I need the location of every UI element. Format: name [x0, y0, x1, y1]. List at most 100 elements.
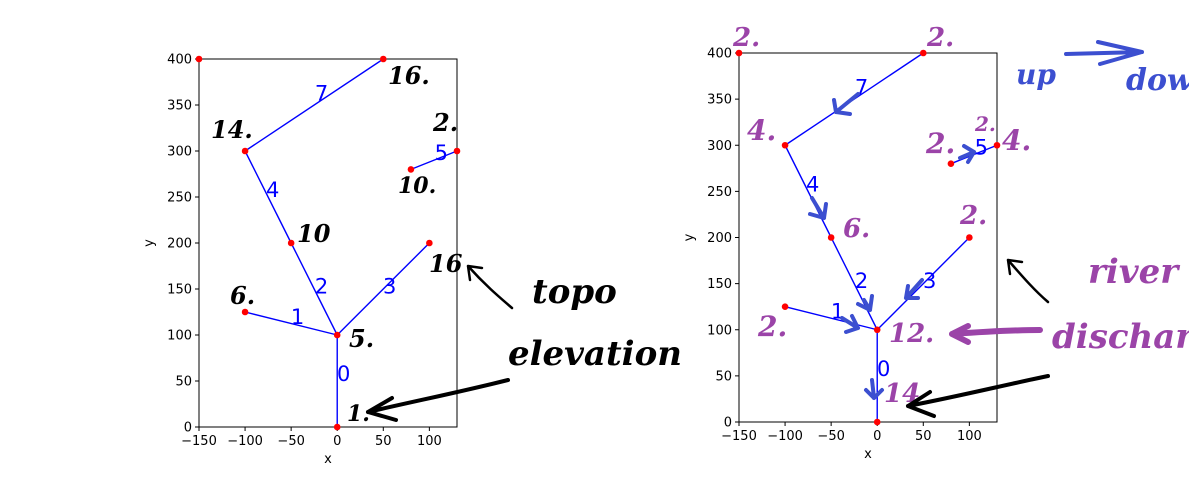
x-tick-label: 0 [333, 434, 341, 449]
x-tick-label: −150 [721, 429, 757, 444]
y-tick-label: 200 [707, 231, 732, 246]
segment-label-4: 4 [266, 178, 279, 202]
y-axis-label: y [142, 239, 157, 247]
network-node [195, 55, 203, 63]
network-node [407, 166, 415, 173]
elev-annotation-16-right: 16 [429, 249, 463, 278]
x-axis-label: x [324, 452, 332, 467]
q-annotation-12: 12. [889, 319, 934, 349]
elev-annotation-2: 2. [432, 108, 458, 137]
segment-label-5: 5 [975, 135, 988, 159]
network-node [919, 49, 927, 57]
topo-handwriting: 1. 5. 6. 10 16 14. 16. 2. 10. topo eleva… [211, 61, 682, 427]
y-tick-label: 0 [184, 421, 192, 436]
flow-arrows [808, 92, 976, 400]
q-annotation-4-right: 4. [1002, 124, 1031, 157]
y-tick-label: 100 [167, 329, 192, 344]
river-segment-2 [290, 242, 338, 336]
network-node [873, 326, 881, 334]
q-annotation-2-right: 2. [959, 201, 987, 231]
arrow-to-outlet-icon [906, 374, 1050, 418]
elev-annotation-6: 6. [230, 281, 255, 310]
segment-label-3: 3 [923, 269, 936, 293]
y-tick-label: 350 [167, 99, 192, 114]
y-tick-label: 250 [707, 185, 732, 200]
river-segment-1 [784, 306, 878, 331]
network-node [241, 147, 249, 155]
topo-elevation-plot: −150 −100 −50 0 50 10005010015020025030035040… [142, 53, 461, 467]
legend-arrow-icon [1064, 40, 1144, 66]
topo-word: topo [532, 272, 617, 312]
q-annotation-2-left: 2. [757, 310, 787, 343]
flow-arrow-5-icon [958, 144, 976, 164]
segment-label-1: 1 [291, 305, 304, 329]
q-annotation-6: 6. [843, 214, 870, 244]
y-tick-label: 250 [167, 191, 192, 206]
q-annotation-4-left: 4. [747, 114, 776, 147]
elev-annotation-5: 5. [349, 324, 374, 353]
x-tick-label: −50 [277, 434, 304, 449]
x-tick-label: 50 [375, 434, 392, 449]
arrow-to-node-12-icon [949, 323, 1043, 345]
segment-label-4: 4 [806, 172, 819, 196]
segment-label-2: 2 [855, 269, 868, 293]
x-tick-label: −150 [181, 434, 217, 449]
x-axis-label: x [864, 447, 872, 462]
river-segment-7 [244, 58, 384, 152]
arrow-to-elev-icon [466, 264, 514, 310]
discharge-handwriting: 14 12. 2. 6. 2. 4. 2. 2. 4. 2. 2. river … [732, 23, 1189, 418]
river-segment-3 [336, 242, 430, 336]
elev-annotation-1: 1. [347, 401, 370, 427]
x-tick-label: −50 [817, 429, 844, 444]
network-node [947, 160, 955, 167]
network-node [873, 418, 881, 426]
x-tick-label: 0 [873, 429, 881, 444]
river-word: river [1088, 252, 1180, 292]
segment-label-0: 0 [337, 362, 350, 386]
discharge-word: discharge [1052, 317, 1189, 357]
legend-down-label: down [1126, 63, 1189, 98]
elev-annotation-14: 14. [211, 115, 253, 144]
y-tick-label: 150 [167, 283, 192, 298]
segment-label-3: 3 [383, 275, 396, 299]
network-node [453, 147, 461, 155]
arrow-to-node-1-icon [366, 378, 510, 422]
y-tick-label: 50 [715, 369, 732, 384]
segment-label-0: 0 [877, 357, 890, 381]
river-segment-4 [244, 150, 292, 244]
flow-arrow-7-icon [832, 92, 860, 116]
network-node [241, 308, 249, 316]
y-axis-label: y [682, 233, 697, 241]
y-tick-label: 350 [707, 93, 732, 108]
network-node [781, 141, 789, 149]
river-segment-2 [830, 237, 878, 331]
x-tick-label: 50 [915, 429, 932, 444]
x-tick-label: −100 [227, 434, 263, 449]
elev-annotation-10-low: 10. [398, 173, 436, 199]
network-node [426, 239, 433, 247]
legend-up-label: up [1016, 58, 1056, 91]
river-discharge-plot: −150 −100 −50 0 50 10005010015020025030035040… [682, 47, 1001, 462]
y-tick-label: 100 [707, 323, 732, 338]
y-tick-label: 300 [707, 139, 732, 154]
y-tick-label: 150 [707, 277, 732, 292]
network-node [379, 55, 387, 63]
river-segment-5 [410, 150, 458, 171]
flow-arrow-0-icon [864, 378, 884, 400]
x-tick-label: 100 [957, 429, 982, 444]
flow-arrow-4-icon [808, 196, 828, 220]
river-segment-3 [876, 237, 970, 331]
y-tick-label: 200 [167, 237, 192, 252]
network-node [333, 331, 341, 339]
y-tick-label: 400 [707, 47, 732, 62]
network-node [735, 49, 743, 57]
x-tick-label: 100 [417, 434, 442, 449]
river-discharge-note: river discharge [1052, 252, 1189, 357]
network-node [993, 141, 1001, 149]
elev-annotation-10: 10 [297, 219, 331, 248]
network-node [827, 234, 835, 241]
y-tick-label: 300 [167, 145, 192, 160]
elev-annotation-16-top: 16. [388, 61, 430, 90]
topo-elevation-note: topo elevation [508, 272, 682, 374]
